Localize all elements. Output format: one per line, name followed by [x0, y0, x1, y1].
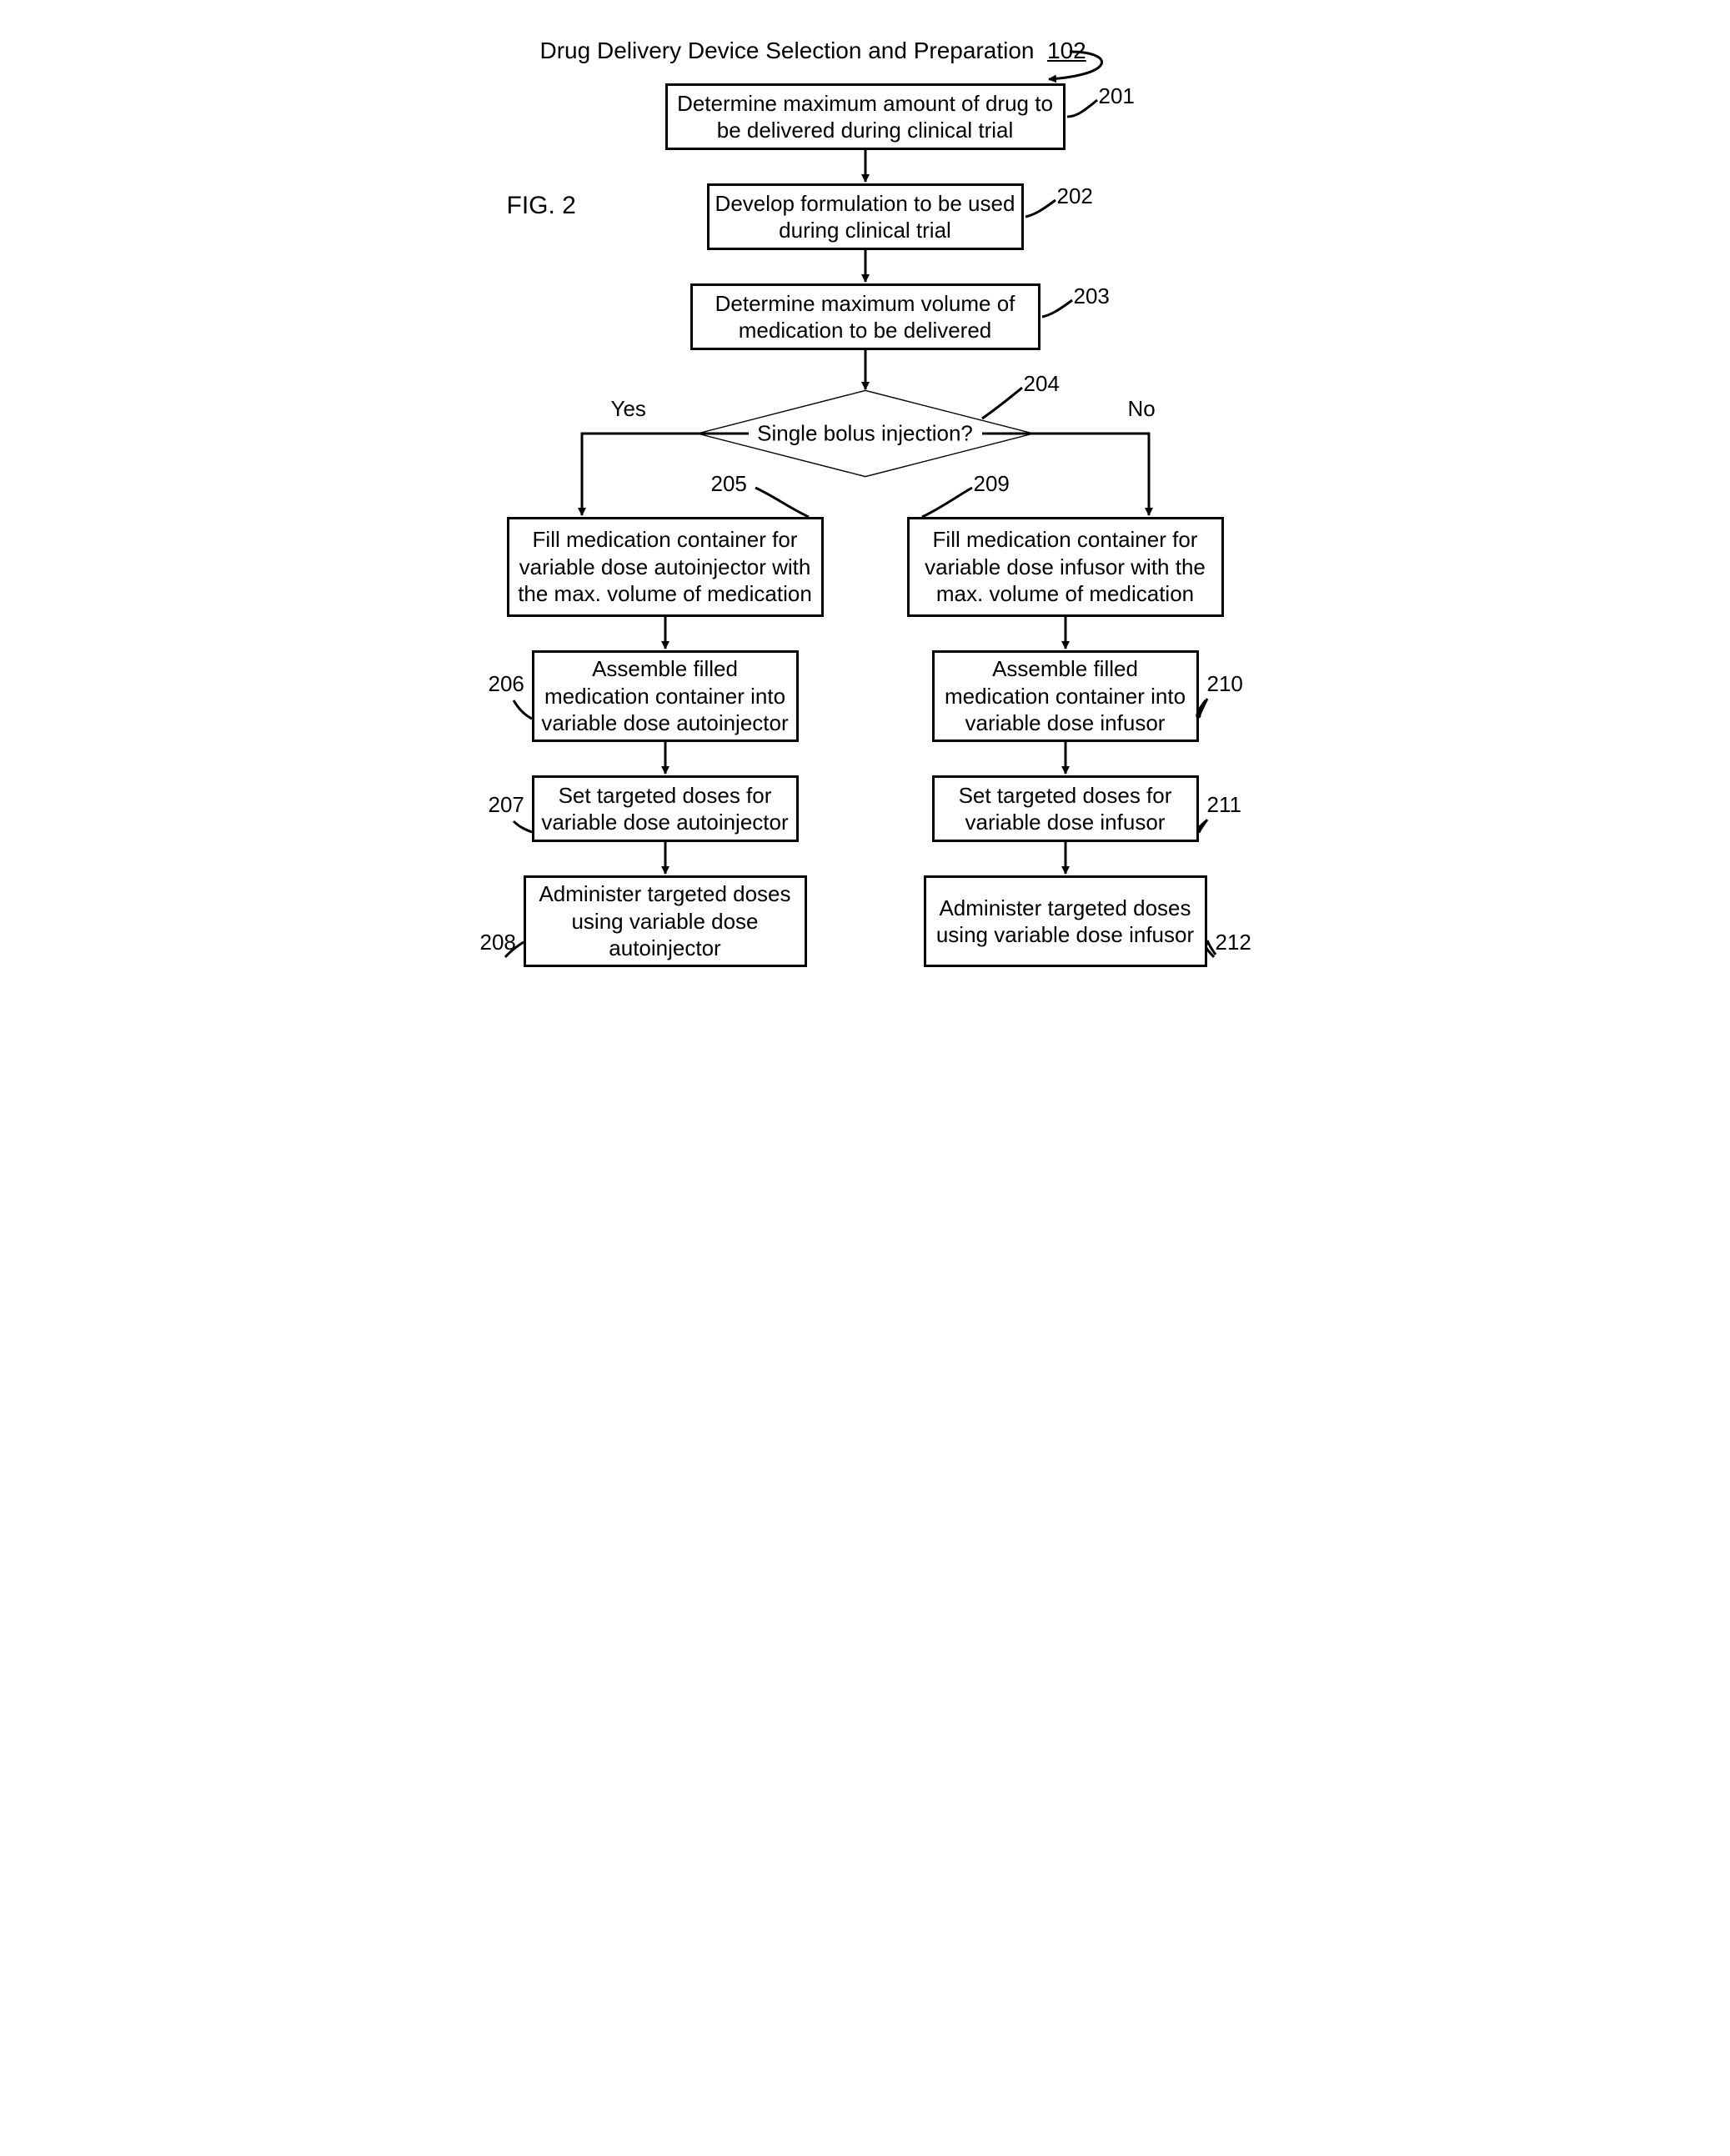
node-206: Assemble filled medication container int…: [532, 650, 799, 742]
flowchart-canvas: Drug Delivery Device Selection and Prepa…: [449, 33, 1282, 1101]
ref-201: 201: [1099, 83, 1135, 109]
node-202: Develop formulation to be used during cl…: [707, 183, 1024, 250]
node-206-text: Assemble filled medication container int…: [539, 655, 791, 737]
decision-no-label: No: [1128, 396, 1156, 422]
ref-204: 204: [1024, 371, 1060, 397]
decision-yes-label: Yes: [611, 396, 646, 422]
node-202-text: Develop formulation to be used during cl…: [715, 190, 1016, 244]
node-211: Set targeted doses for variable dose inf…: [932, 775, 1199, 842]
ref-208: 208: [480, 930, 516, 955]
node-203: Determine maximum volume of medication t…: [690, 283, 1041, 350]
diagram-title: Drug Delivery Device Selection and Prepa…: [540, 38, 1086, 64]
ref-207: 207: [489, 792, 524, 818]
node-210: Assemble filled medication container int…: [932, 650, 1199, 742]
node-201: Determine maximum amount of drug to be d…: [665, 83, 1066, 150]
ref-211: 211: [1207, 792, 1241, 818]
node-208: Administer targeted doses using variable…: [524, 875, 807, 967]
node-205: Fill medication container for variable d…: [507, 517, 824, 617]
node-212-text: Administer targeted doses using variable…: [931, 895, 1200, 949]
node-207: Set targeted doses for variable dose aut…: [532, 775, 799, 842]
ref-210: 210: [1207, 671, 1243, 697]
node-205-text: Fill medication container for variable d…: [514, 526, 816, 608]
node-201-text: Determine maximum amount of drug to be d…: [673, 90, 1058, 144]
ref-209: 209: [974, 471, 1010, 497]
ref-202: 202: [1057, 183, 1093, 209]
ref-212: 212: [1216, 930, 1251, 955]
node-211-text: Set targeted doses for variable dose inf…: [940, 782, 1191, 836]
node-207-text: Set targeted doses for variable dose aut…: [539, 782, 791, 836]
node-212: Administer targeted doses using variable…: [924, 875, 1207, 967]
node-209-text: Fill medication container for variable d…: [915, 526, 1216, 608]
ref-206: 206: [489, 671, 524, 697]
title-text: Drug Delivery Device Selection and Prepa…: [540, 38, 1035, 63]
figure-label: FIG. 2: [507, 192, 576, 220]
node-203-text: Determine maximum volume of medication t…: [698, 290, 1033, 344]
node-204-text: Single bolus injection?: [757, 421, 973, 447]
node-209: Fill medication container for variable d…: [907, 517, 1224, 617]
ref-203: 203: [1074, 283, 1110, 309]
node-210-text: Assemble filled medication container int…: [940, 655, 1191, 737]
ref-205: 205: [711, 471, 747, 497]
title-ref: 102: [1047, 38, 1086, 63]
node-208-text: Administer targeted doses using variable…: [531, 880, 800, 962]
